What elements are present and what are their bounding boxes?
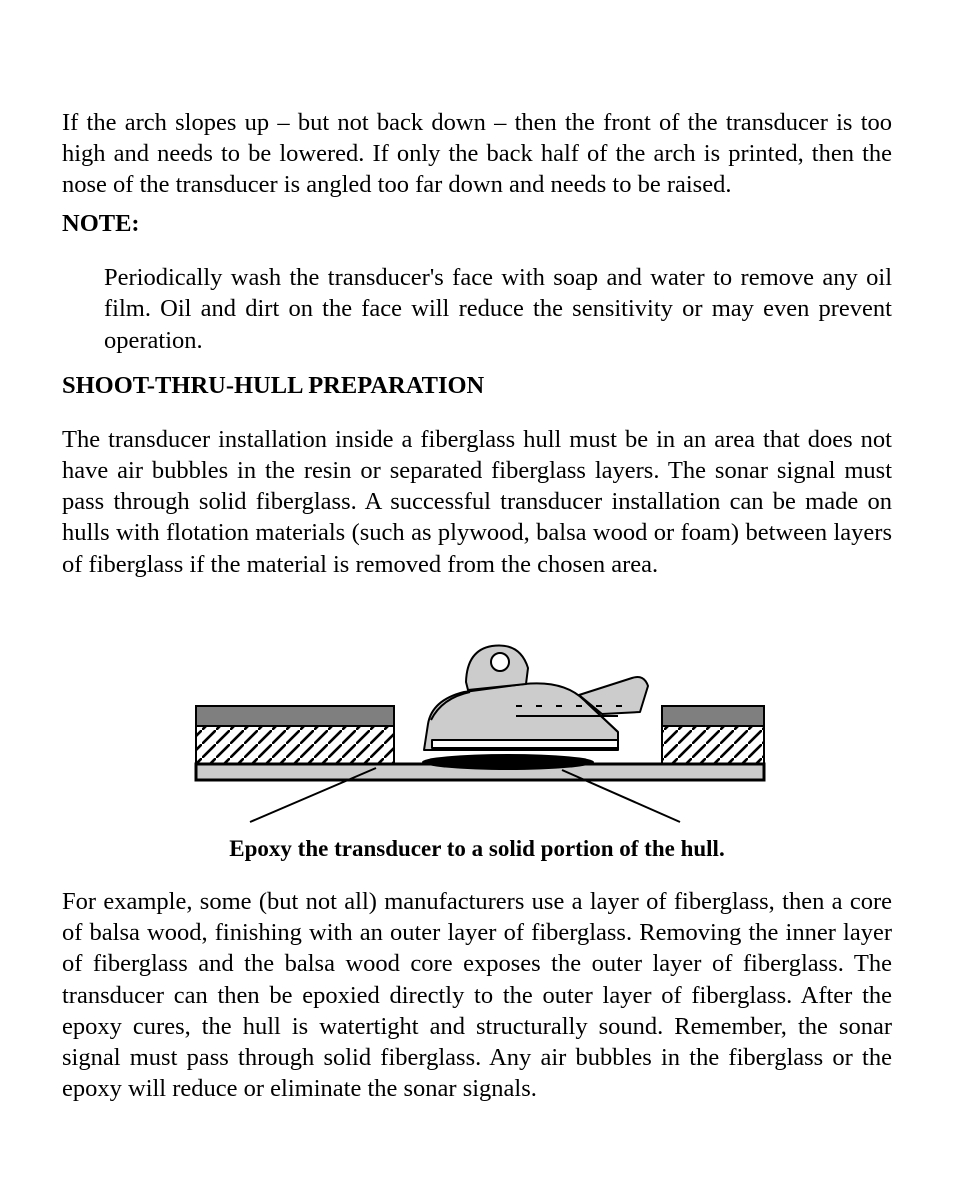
figure [62, 590, 892, 830]
page: If the arch slopes up – but not back dow… [0, 0, 954, 1199]
paragraph-intro: If the arch slopes up – but not back dow… [62, 107, 892, 200]
note-body: Periodically wash the transducer's face … [104, 262, 892, 355]
note-heading: NOTE: [62, 210, 892, 238]
section-heading: SHOOT-THRU-HULL PREPARATION [62, 372, 892, 400]
figure-caption: Epoxy the transducer to a solid portion … [62, 836, 892, 862]
paragraph-prep: The transducer installation inside a fib… [62, 424, 892, 580]
transducer-hull-diagram [132, 590, 822, 830]
paragraph-example: For example, some (but not all) manufact… [62, 886, 892, 1104]
